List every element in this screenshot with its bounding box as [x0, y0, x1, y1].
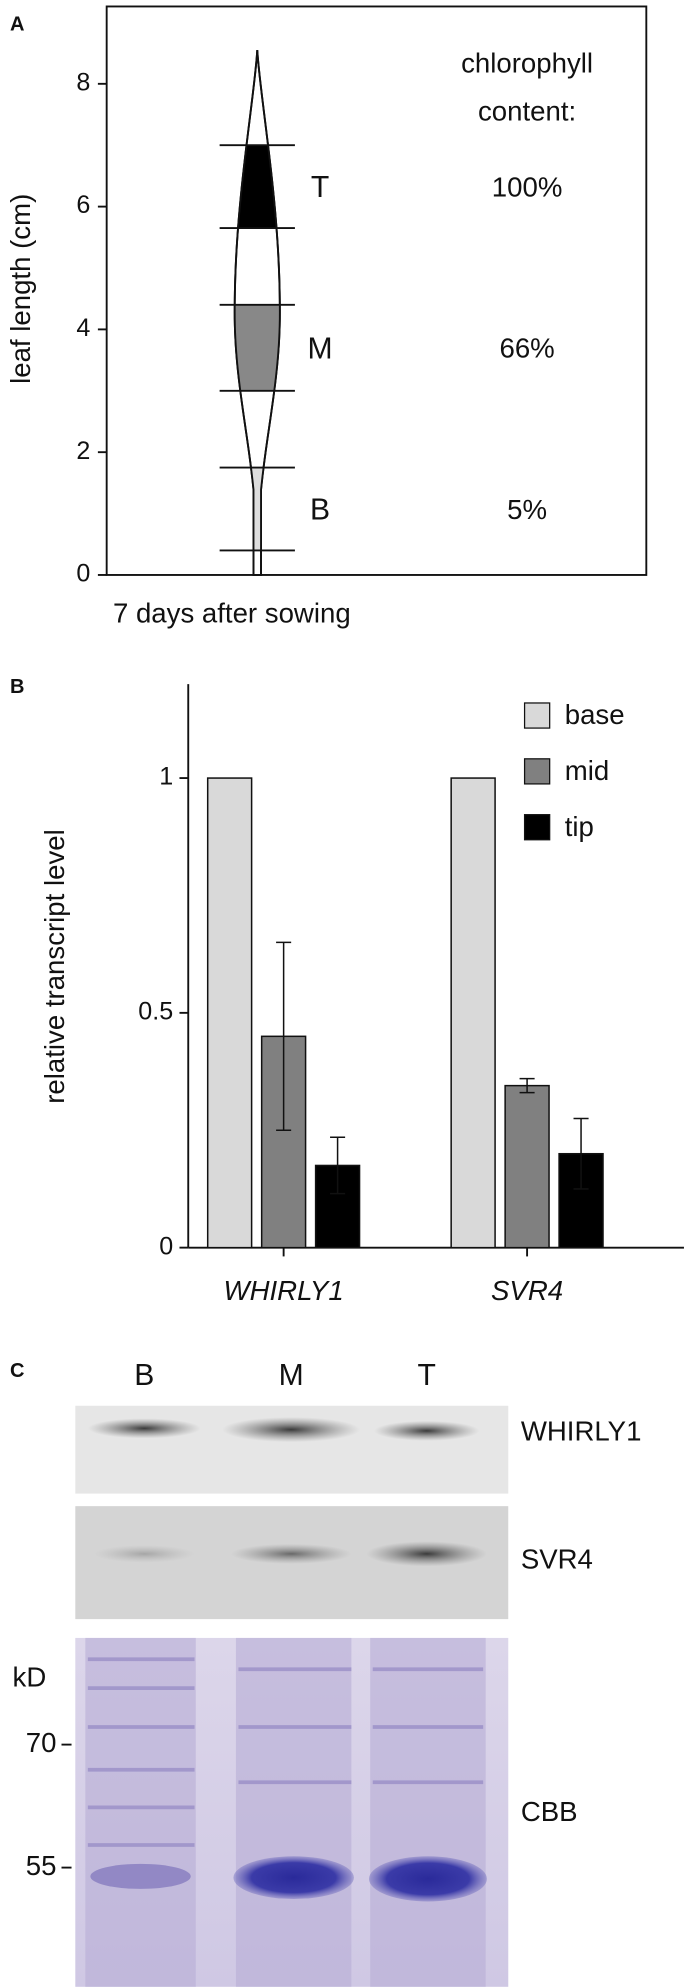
- leaf-panel: leaf length (cm) 7 days after sowing chl…: [5, 5, 648, 628]
- y-tick-label: 1: [159, 763, 173, 791]
- y-tick-label: 0: [76, 560, 90, 588]
- y-axis-label: leaf length (cm): [5, 194, 36, 384]
- bar-panel: relative transcript level 0 0.5 1 WHIRLY1 SV…: [39, 684, 684, 1306]
- chlorophyll-value: 66%: [499, 333, 554, 364]
- column-title: content:: [478, 95, 576, 126]
- y-tick-label: 0: [159, 1232, 173, 1260]
- error-bar: [519, 1077, 535, 1094]
- section-label: M: [307, 332, 332, 365]
- y-axis-label: relative transcript level: [39, 829, 70, 1104]
- bar: [504, 1084, 550, 1249]
- leaf-section: [234, 145, 280, 229]
- panel-label: A: [10, 14, 25, 36]
- y-tick-label: 4: [76, 314, 90, 342]
- lane-label: B: [134, 1359, 154, 1392]
- bar: [450, 777, 496, 1249]
- strip-label: WHIRLY1: [521, 1416, 642, 1447]
- legend-label: tip: [565, 811, 594, 842]
- mw-unit: kD: [13, 1662, 47, 1693]
- strip-label: SVR4: [521, 1544, 593, 1575]
- gel-lane: [85, 1637, 196, 1987]
- y-tick-label: 0.5: [138, 997, 173, 1025]
- band: [222, 1417, 361, 1443]
- gel-lane: [235, 1637, 352, 1987]
- frame: [105, 5, 648, 576]
- band: [230, 1543, 352, 1564]
- panel-label: C: [10, 1360, 25, 1382]
- leaf-section: [234, 467, 280, 551]
- gel-bands: [87, 1657, 484, 1847]
- leaf-edge: [233, 49, 281, 576]
- strip-label: CBB: [521, 1796, 578, 1827]
- band: [87, 1418, 201, 1439]
- mw-marker: 55: [26, 1850, 57, 1881]
- section-label: T: [311, 171, 329, 204]
- error-bar: [276, 941, 292, 1131]
- y-tick-label: 6: [76, 191, 90, 219]
- band: [368, 1856, 487, 1902]
- x-axis-label: 7 days after sowing: [113, 597, 351, 628]
- gel-lane: [370, 1637, 486, 1987]
- bar: [206, 777, 253, 1249]
- band: [233, 1856, 354, 1899]
- error-bar: [573, 1117, 589, 1190]
- mw-marker: 70: [26, 1727, 57, 1758]
- lane-label: T: [417, 1359, 435, 1392]
- legend-label: base: [565, 699, 625, 730]
- column-title: chlorophyll: [461, 48, 593, 79]
- legend-swatch: [523, 814, 551, 841]
- leaf-section: [234, 304, 280, 391]
- band: [366, 1541, 487, 1567]
- y-tick-label: 2: [76, 437, 90, 465]
- x-tick-label: WHIRLY1: [224, 1275, 344, 1306]
- panel-label: B: [10, 676, 25, 698]
- lane-label: M: [279, 1359, 304, 1392]
- section-label: B: [310, 493, 330, 526]
- x-tick-label: SVR4: [491, 1275, 563, 1306]
- band: [373, 1420, 480, 1441]
- band: [94, 1545, 195, 1563]
- band: [90, 1863, 191, 1889]
- blot-panel: B M T WHIRLY1 SVR4 CBB kD 70 55: [13, 1359, 642, 1987]
- chlorophyll-value: 5%: [507, 494, 547, 525]
- chlorophyll-value: 100%: [492, 171, 563, 202]
- legend-swatch: [523, 702, 551, 729]
- legend-swatch: [523, 758, 551, 785]
- error-bar: [330, 1136, 346, 1195]
- y-tick-label: 8: [76, 68, 90, 96]
- legend-label: mid: [565, 755, 609, 786]
